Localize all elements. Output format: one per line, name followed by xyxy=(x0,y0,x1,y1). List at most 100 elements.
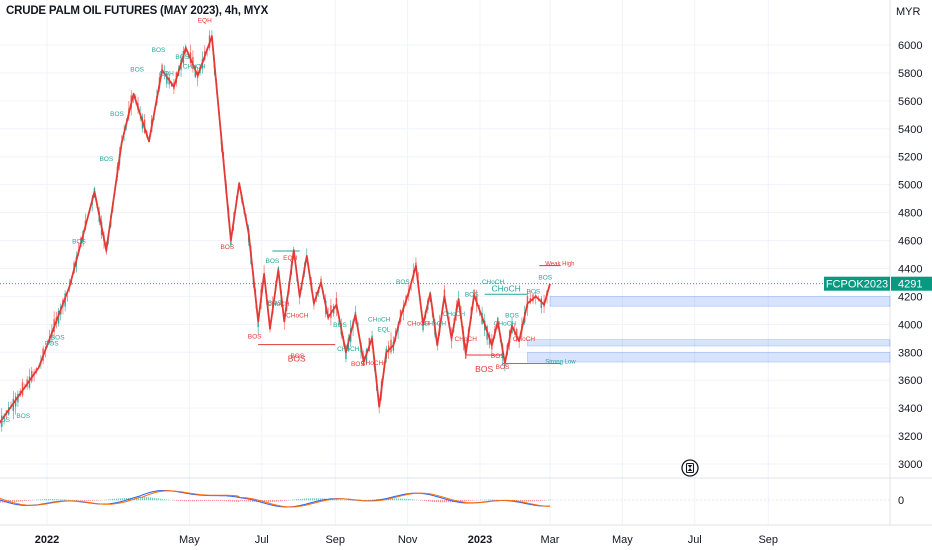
osc-bar xyxy=(374,499,376,501)
osc-bar xyxy=(352,500,354,501)
time-axis[interactable]: 2022 May Jul Sep Nov 2023 Mar May Jul Sep xyxy=(35,534,778,546)
structure-label: CHoCH xyxy=(368,317,391,324)
osc-bar xyxy=(294,499,296,501)
symbol-badge xyxy=(824,276,890,291)
osc-bar xyxy=(480,499,482,501)
price-tick-label: 5400 xyxy=(898,124,922,136)
time-tick-label: Jul xyxy=(688,534,702,546)
candle-body xyxy=(335,297,338,309)
osc-bar xyxy=(396,498,398,501)
osc-bar xyxy=(52,499,54,501)
osc-bar xyxy=(484,499,486,501)
osc-bar xyxy=(66,499,68,501)
osc-bar xyxy=(490,499,492,501)
osc-bar xyxy=(168,499,170,501)
osc-bar xyxy=(496,499,498,501)
osc-bar xyxy=(318,498,320,501)
osc-bar xyxy=(146,497,148,501)
osc-bar xyxy=(206,500,208,501)
osc-bar xyxy=(230,500,232,502)
osc-bar xyxy=(314,498,316,501)
osc-bar xyxy=(410,499,412,501)
osc-bar xyxy=(244,500,246,502)
osc-bar xyxy=(550,499,552,501)
osc-bar xyxy=(548,499,550,501)
structure-label: EQH xyxy=(283,255,297,262)
osc-bar xyxy=(58,499,60,501)
osc-bar xyxy=(406,498,408,501)
osc-bar xyxy=(398,498,400,501)
osc-bar xyxy=(228,500,230,502)
osc-bar xyxy=(442,500,444,503)
osc-bar xyxy=(434,500,436,502)
osc-bar xyxy=(252,500,254,502)
osc-bar xyxy=(276,500,278,502)
osc-bar xyxy=(36,499,38,501)
osc-bar xyxy=(18,500,20,502)
osc-bar xyxy=(48,499,50,501)
osc-bar xyxy=(20,500,22,502)
grid xyxy=(0,0,932,526)
osc-bar xyxy=(412,499,414,501)
osc-bar xyxy=(96,500,98,501)
clock-icon[interactable] xyxy=(681,459,699,477)
osc-line-slow xyxy=(0,490,551,508)
osc-bar xyxy=(108,499,110,501)
osc-bar xyxy=(446,500,448,503)
osc-bar xyxy=(178,500,180,501)
candle-body xyxy=(21,382,24,396)
osc-bar xyxy=(426,500,428,502)
osc-bar xyxy=(192,500,194,502)
osc-bar xyxy=(286,500,288,501)
structure-lines: BOS BOS CHoCH xyxy=(258,250,528,374)
osc-bar xyxy=(492,499,494,501)
osc-bar xyxy=(306,498,308,501)
structure-label: CHoCH xyxy=(337,346,360,353)
osc-bar xyxy=(272,500,274,502)
structure-label: BOS xyxy=(130,67,144,74)
osc-bar xyxy=(540,500,542,501)
osc-bar xyxy=(226,500,228,502)
candle-body xyxy=(161,64,163,74)
price-tick-label: 3000 xyxy=(898,459,922,471)
price-tick-label: 5800 xyxy=(898,68,922,80)
osc-bar xyxy=(160,498,162,501)
osc-bar xyxy=(204,500,206,502)
osc-bar xyxy=(78,500,80,501)
osc-bar xyxy=(372,499,374,501)
osc-bar xyxy=(218,500,220,501)
osc-bar xyxy=(312,498,314,501)
osc-bar xyxy=(22,500,24,502)
time-tick-label: May xyxy=(179,534,200,546)
osc-bar xyxy=(10,500,12,503)
structure-label: BOS xyxy=(72,238,86,245)
swing-label: Weak High xyxy=(545,262,574,268)
structure-label: BOS xyxy=(110,111,124,118)
candle-body xyxy=(422,320,424,331)
osc-bar xyxy=(214,500,216,501)
osc-bar xyxy=(404,498,406,501)
osc-bar xyxy=(142,496,144,501)
osc-bar xyxy=(320,498,322,501)
osc-bar xyxy=(208,500,210,501)
price-axis[interactable]: 6000 5800 5600 5400 5200 5000 4800 4600 4400 4200… xyxy=(898,40,922,507)
osc-bar xyxy=(180,500,182,502)
osc-bar xyxy=(112,499,114,501)
structure-line-label: BOS xyxy=(288,354,306,364)
osc-bar xyxy=(6,500,8,503)
osc-bar xyxy=(216,500,218,501)
time-tick-label: Jul xyxy=(255,534,269,546)
osc-bar xyxy=(420,500,422,501)
osc-bar xyxy=(296,499,298,501)
osc-bar xyxy=(486,499,488,501)
osc-bar xyxy=(92,500,94,501)
osc-bar xyxy=(304,498,306,501)
osc-bar xyxy=(526,500,528,502)
osc-bar xyxy=(450,500,452,503)
structure-label: BOS xyxy=(496,364,510,371)
structure-label: BOS xyxy=(16,413,30,420)
osc-bar xyxy=(238,500,240,503)
price-badge xyxy=(891,276,932,291)
osc-bar xyxy=(302,498,304,501)
